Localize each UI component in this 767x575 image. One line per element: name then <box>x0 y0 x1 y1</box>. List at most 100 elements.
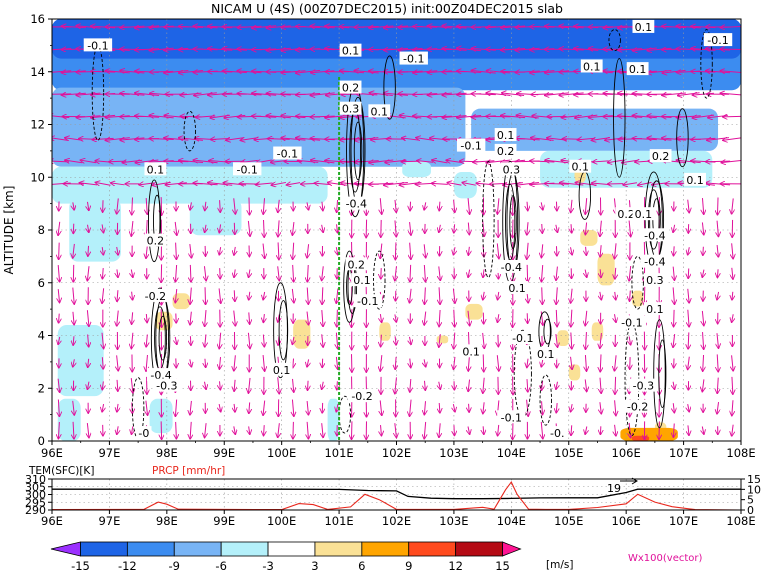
contour-label-background <box>339 80 362 94</box>
wind-vector <box>439 334 441 347</box>
wind-vector <box>498 334 499 347</box>
wind-vector <box>424 202 426 210</box>
contour-label-background <box>506 281 528 295</box>
wind-vector <box>614 243 616 258</box>
contour-label: -0.1 <box>277 148 298 161</box>
contour-negative <box>539 374 552 426</box>
shading-region <box>591 322 604 341</box>
contour-label: 0.1 <box>147 163 165 176</box>
wind-vector <box>87 422 89 438</box>
wind-vector <box>585 426 587 434</box>
wind-vector <box>676 49 701 50</box>
wind-vector <box>468 310 470 326</box>
wind-vector <box>427 26 452 28</box>
wind-vector <box>542 287 543 304</box>
wind-vector <box>486 26 511 28</box>
contour-label-background <box>615 207 638 221</box>
contour-label: -0.4 <box>644 256 665 269</box>
wind-vector <box>164 71 189 73</box>
x-tick-label: 104E <box>497 446 526 460</box>
contour-label-background <box>144 162 167 176</box>
wind-vector <box>593 161 609 162</box>
y-tick-label: 14 <box>30 65 45 79</box>
shading-region <box>557 330 569 347</box>
wind-vector <box>135 160 159 163</box>
wind-vector <box>600 269 601 277</box>
wind-vector <box>59 242 60 260</box>
x-tick-label: 107E <box>669 446 698 460</box>
wind-vector <box>395 314 397 322</box>
contour-label: -0.2 <box>145 290 166 303</box>
wind-vector <box>90 26 116 28</box>
contour-label: 0.2 <box>652 150 670 163</box>
wind-vector <box>263 243 265 259</box>
wind-vector <box>559 93 584 95</box>
wind-vector <box>263 400 265 416</box>
wind-vector <box>500 160 526 162</box>
wind-vector <box>424 421 425 439</box>
contour-positive <box>353 121 363 181</box>
wind-vector <box>702 269 704 278</box>
wind-vector <box>146 400 148 416</box>
wind-vector <box>453 288 455 304</box>
wind-vector <box>647 116 672 118</box>
wind-vector <box>395 336 396 345</box>
wind-vector <box>322 224 324 233</box>
wind-vector <box>336 288 338 304</box>
wind-vector <box>307 359 309 367</box>
wind-vector <box>117 198 119 214</box>
wind-vector <box>150 71 174 72</box>
wind-vector <box>424 401 425 415</box>
contour-label: -0.1 <box>357 295 378 308</box>
contour-label-background <box>640 254 670 268</box>
sub-right-tick-label: 10 <box>747 483 761 496</box>
wind-vector <box>178 160 204 162</box>
wind-vector <box>132 402 133 414</box>
wind-vector <box>149 48 174 50</box>
wind-vector <box>58 421 59 439</box>
wind-vector <box>241 160 258 162</box>
wind-vector <box>409 336 411 345</box>
wind-vector <box>702 426 704 435</box>
wind-vector <box>307 287 308 304</box>
contour-label: -0.1 <box>512 332 533 345</box>
wind-vector <box>73 359 75 367</box>
y-tick-label: 6 <box>38 276 45 290</box>
wind-vector <box>102 403 104 412</box>
prcp-series-line <box>52 481 741 510</box>
wind-vector <box>571 404 573 412</box>
wind-vector <box>219 403 221 412</box>
wind-vector <box>471 48 496 50</box>
contour-label: -0.3 <box>633 380 654 393</box>
x-tick-label: 102E <box>382 446 411 460</box>
wind-vector <box>73 287 74 305</box>
colorbar-box <box>173 541 222 557</box>
wind-vector <box>369 93 393 96</box>
colorbar-box <box>314 541 363 557</box>
wind-vector <box>702 222 703 235</box>
wind-vector <box>574 48 599 50</box>
contour-label: -0.4 <box>644 229 665 242</box>
wind-vector <box>629 290 630 302</box>
wind-vector <box>263 355 265 371</box>
wind-vector <box>88 358 89 368</box>
wind-vector <box>58 289 59 303</box>
wind-vector <box>703 246 704 256</box>
wind-vector <box>120 138 145 140</box>
wind-vector <box>600 354 601 371</box>
shading-region <box>57 398 81 441</box>
wind-vector <box>688 332 689 349</box>
wind-vector <box>732 243 733 259</box>
wind-vector <box>527 222 528 235</box>
wind-vector <box>73 400 75 415</box>
wind-vector <box>205 358 206 368</box>
wind-vector <box>395 242 396 259</box>
wind-vector <box>688 404 690 412</box>
sub-right-tick-label: 0 <box>747 504 754 517</box>
wind-vector <box>688 288 689 303</box>
contour-label: 0.1 <box>537 348 555 361</box>
wind-vector <box>439 423 440 437</box>
wind-vector <box>310 160 335 164</box>
contour-label-background <box>351 273 373 287</box>
wind-vector <box>175 221 177 236</box>
